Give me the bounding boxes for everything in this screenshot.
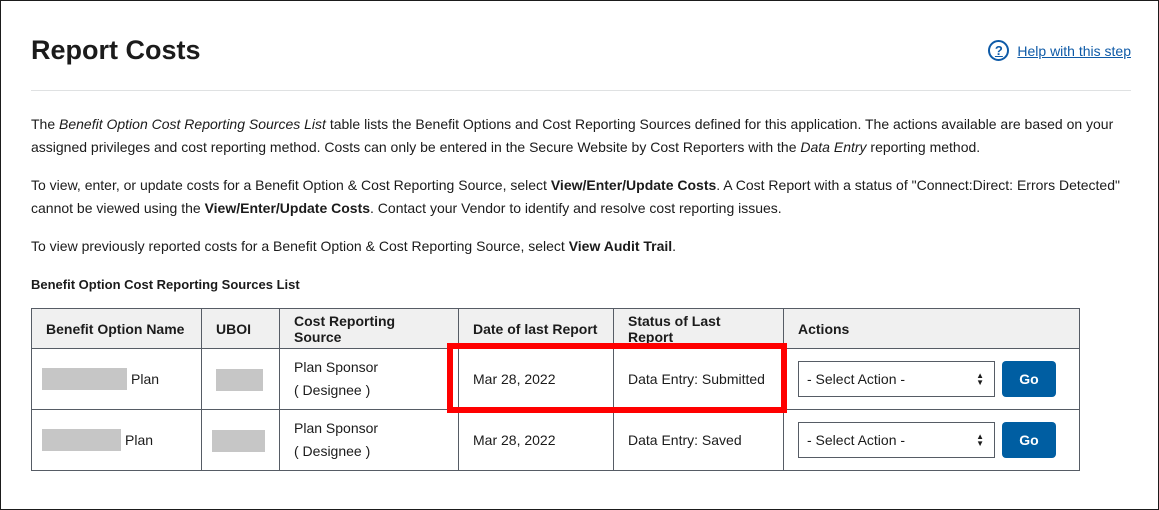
table-header-row: Benefit Option Name UBOI Cost Reporting … xyxy=(31,308,1080,349)
benefit-option-cell: Plan xyxy=(31,409,202,471)
page-title: Report Costs xyxy=(31,35,201,65)
table-caption: Benefit Option Cost Reporting Sources Li… xyxy=(31,277,300,292)
uboi-cell xyxy=(201,348,280,410)
redacted-block xyxy=(42,429,121,451)
intro-paragraph-2: To view, enter, or update costs for a Be… xyxy=(31,174,1131,220)
redacted-block xyxy=(216,368,263,391)
text: table lists the Benefit Options and Cost… xyxy=(31,116,1114,155)
bold-text: View/Enter/Update Costs xyxy=(550,177,717,193)
column-header: Status of Last Report xyxy=(613,308,784,349)
table-row: Plan Plan Sponsor ( Designee ) Mar 28, 2… xyxy=(31,409,1080,471)
sort-arrows-icon: ▲ ▼ xyxy=(976,432,984,448)
emphasis-text: Data Entry xyxy=(800,139,867,155)
source-role: ( Designee ) xyxy=(294,382,371,398)
column-header: UBOI xyxy=(201,308,280,349)
intro-paragraph-1: The Benefit Option Cost Reporting Source… xyxy=(31,113,1131,159)
actions-cell: - Select Action - ▲ ▼ Go xyxy=(783,348,1080,410)
question-circle-icon: ? xyxy=(988,40,1010,61)
column-header: Cost Reporting Source xyxy=(279,308,459,349)
help-link-label: Help with this step xyxy=(1017,42,1131,59)
text: To view previously reported costs for a … xyxy=(31,238,569,254)
source-role: ( Designee ) xyxy=(294,443,371,459)
source-name: Plan Sponsor xyxy=(294,359,379,375)
status-cell: Data Entry: Submitted xyxy=(613,348,784,410)
cost-reporting-sources-table: Benefit Option Name UBOI Cost Reporting … xyxy=(31,308,1080,471)
column-header: Actions xyxy=(783,308,1080,349)
table-row: Plan Plan Sponsor ( Designee ) Mar 28, 2… xyxy=(31,348,1080,410)
text: To view, enter, or update costs for a Be… xyxy=(31,177,551,193)
cost-reporting-source-cell: Plan Sponsor ( Designee ) xyxy=(279,409,459,471)
action-select[interactable]: - Select Action - ▲ ▼ xyxy=(798,361,995,397)
uboi-cell xyxy=(201,409,280,471)
source-name: Plan Sponsor xyxy=(294,420,379,436)
bold-text: View/Enter/Update Costs xyxy=(204,200,371,216)
help-link[interactable]: ? Help with this step xyxy=(988,40,1131,61)
actions-cell: - Select Action - ▲ ▼ Go xyxy=(783,409,1080,471)
text: The xyxy=(31,116,60,132)
text: . Contact your Vendor to identify and re… xyxy=(370,200,782,216)
date-cell: Mar 28, 2022 xyxy=(458,348,614,410)
sort-arrows-icon: ▲ ▼ xyxy=(976,371,984,387)
date-cell: Mar 28, 2022 xyxy=(458,409,614,471)
status-cell: Data Entry: Saved xyxy=(613,409,784,471)
emphasis-text: Benefit Option Cost Reporting Sources Li… xyxy=(59,116,326,132)
action-select[interactable]: - Select Action - ▲ ▼ xyxy=(798,422,995,458)
redacted-block xyxy=(212,429,265,452)
title-divider xyxy=(31,90,1131,91)
cost-reporting-source-cell: Plan Sponsor ( Designee ) xyxy=(279,348,459,410)
text: reporting method. xyxy=(866,139,981,155)
plan-name-suffix: Plan xyxy=(125,431,154,448)
intro-paragraph-3: To view previously reported costs for a … xyxy=(31,235,1131,258)
text: . xyxy=(672,238,677,254)
bold-text: View Audit Trail xyxy=(568,238,673,254)
benefit-option-cell: Plan xyxy=(31,348,202,410)
action-select-value: - Select Action - xyxy=(807,370,906,387)
go-button[interactable]: Go xyxy=(1002,422,1056,458)
column-header: Benefit Option Name xyxy=(31,308,202,349)
action-select-value: - Select Action - xyxy=(807,431,906,448)
plan-name-suffix: Plan xyxy=(131,370,160,387)
highlight-box xyxy=(447,343,787,413)
text: . A Cost Report with a status of "Connec… xyxy=(31,177,1120,216)
redacted-block xyxy=(42,368,127,390)
go-button[interactable]: Go xyxy=(1002,361,1056,397)
